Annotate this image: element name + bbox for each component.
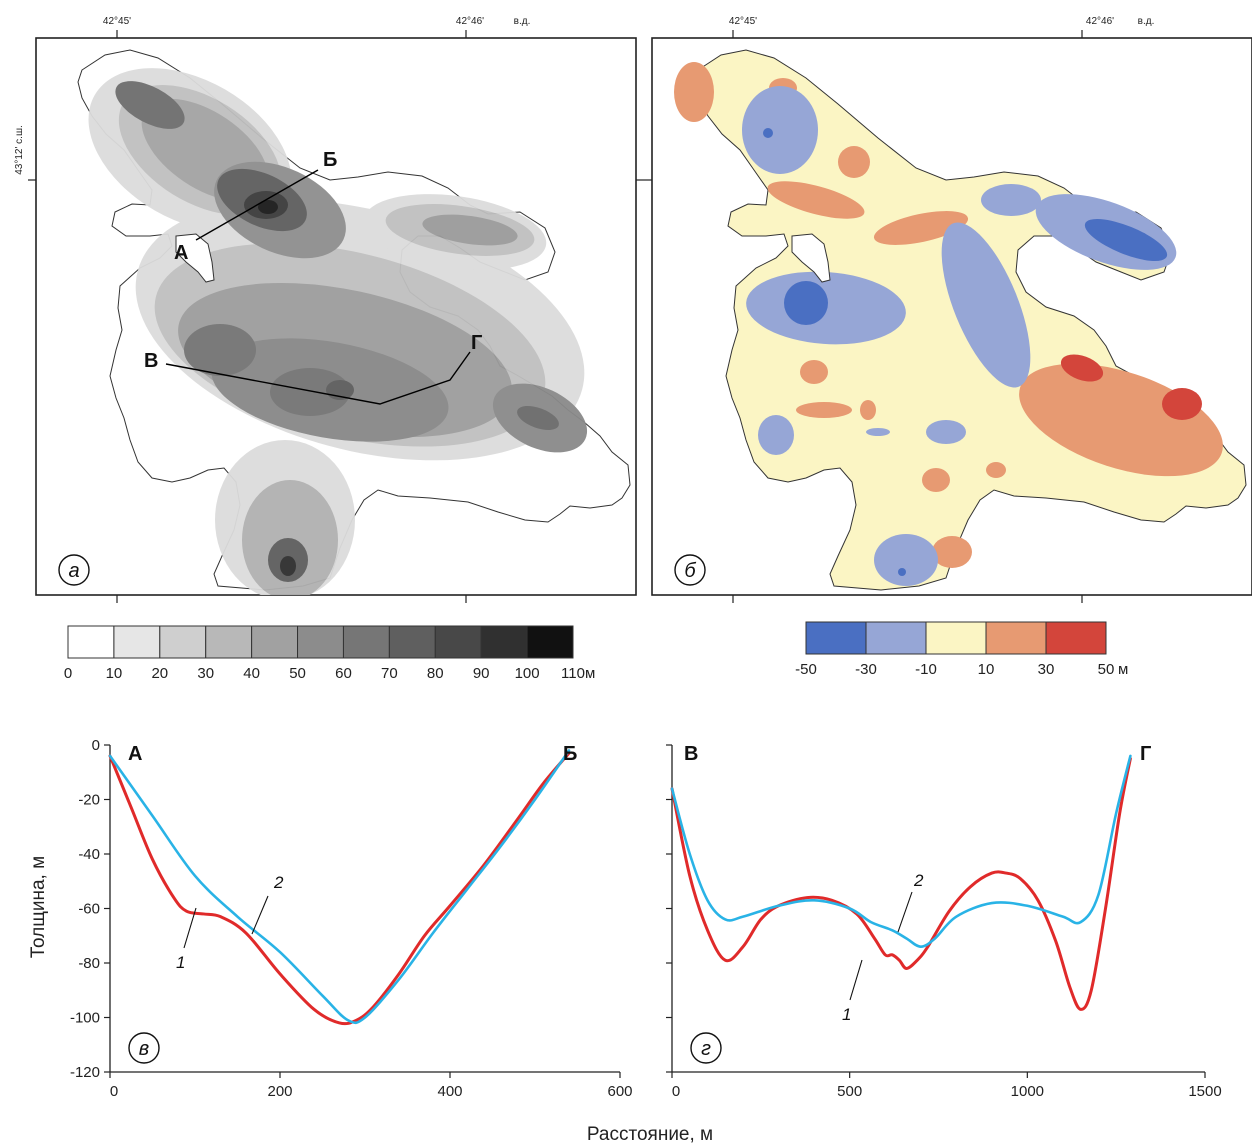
chart-v-panel-letter: в [139, 1038, 149, 1060]
legend-difference-tick-4: 30 [1038, 661, 1055, 678]
legend-thickness-tick-10: 100 [515, 665, 540, 682]
chart-g-curve-label-1: 1 [842, 1005, 851, 1024]
chart-g-curve-label-2: 2 [913, 871, 924, 890]
chart-v-xtick-label-3: 600 [607, 1083, 632, 1100]
legend-thickness-swatch-6 [342, 625, 390, 659]
legend-thickness-tick-6: 60 [335, 665, 352, 682]
chart-v: 0 -20 -40 -60 -80 -100 -120 0 200 400 600 А Бв [70, 737, 633, 1100]
map-b-nunatak [791, 233, 831, 283]
chart-g-panel-badge [690, 1032, 722, 1064]
chart-v-ytick-label-5: -100 [70, 1010, 100, 1027]
chart-g-start-label: В [684, 743, 698, 765]
chart-v-start-label: А [128, 743, 142, 765]
legend-thickness-tick-7: 70 [381, 665, 398, 682]
legend-thickness-tick-1: 10 [106, 665, 123, 682]
chart-v-xtick-label-1: 200 [267, 1083, 292, 1100]
legend-thickness-swatch-10 [526, 625, 574, 659]
chart-v-xtick-label-2: 400 [437, 1083, 462, 1100]
map-b-panel-badge [674, 554, 706, 586]
legend-thickness-swatch-4 [251, 625, 299, 659]
chart-v-series-1-line [108, 751, 571, 1026]
map-b-lon-label-2: 42°46' [1086, 16, 1114, 27]
legend-difference-tick-1: -30 [855, 661, 877, 678]
chart-g-series-1-line [670, 757, 1132, 1011]
map-b-lon-label-1: 42°45' [729, 16, 757, 27]
legend-thickness-unit: м [585, 665, 595, 682]
map-b: 42°45' 42°46' в.д. б [644, 16, 1252, 603]
chart-v-series-2-line [108, 749, 571, 1025]
legend-thickness-swatch-9 [480, 625, 528, 659]
legend-thickness-swatch-2 [159, 625, 207, 659]
chart-v-panel-badge [128, 1032, 160, 1064]
chart-g-end-label: Г [1140, 743, 1151, 765]
map-a-thickness-shading [88, 68, 588, 595]
profile-line-vg [165, 351, 471, 405]
chart-g-panel-letter: г [701, 1038, 711, 1060]
legend-thickness-swatch-7 [388, 625, 436, 659]
legend-thickness-tick-8: 80 [427, 665, 444, 682]
legend-difference-tick-5: 50 [1098, 661, 1115, 678]
legend-thickness-swatch-3 [205, 625, 253, 659]
map-a-nunatak [175, 233, 215, 283]
chart-v-ytick-label-4: -80 [78, 955, 100, 972]
legend-difference-unit: м [1118, 661, 1128, 678]
chart-v-curve-label-2: 2 [273, 873, 284, 892]
chart-g-callouts: 1 2 [842, 871, 924, 1024]
legend-thickness-tick-3: 30 [197, 665, 214, 682]
legend-thickness: 0 10 20 30 40 50 60 70 80 90 100 110 м [64, 625, 595, 682]
map-a: 42°45' 42°46' в.д. 43°12' с.ш. А Б В Г а [14, 16, 644, 603]
legend-thickness-swatch-0 [67, 625, 115, 659]
map-a-panel-letter: а [68, 560, 79, 582]
legend-difference-swatch-1 [865, 621, 927, 655]
chart-g-xtick-label-0: 0 [672, 1083, 680, 1100]
chart-v-callouts: 1 2 [176, 873, 284, 972]
legend-difference-tick-2: -10 [915, 661, 937, 678]
map-b-panel-letter: б [684, 560, 696, 582]
legend-thickness-tick-5: 50 [289, 665, 306, 682]
map-a-lat-label: 43°12' с.ш. [14, 125, 25, 175]
map-a-panel-badge [58, 554, 90, 586]
shared-y-axis-title: Толщина, м [28, 856, 49, 958]
chart-g-xtick-label-3: 1500 [1188, 1083, 1221, 1100]
map-a-lon-suffix: в.д. [514, 16, 531, 27]
legend-difference-swatch-0 [805, 621, 867, 655]
legend-thickness-swatch-8 [434, 625, 482, 659]
map-b-lon-suffix: в.д. [1138, 16, 1155, 27]
point-label-a: А [174, 242, 188, 264]
legend-difference-swatch-2 [925, 621, 987, 655]
chart-v-ytick-label-3: -60 [78, 901, 100, 918]
map-b-difference-patches [674, 62, 1223, 586]
chart-g-xtick-label-1: 500 [837, 1083, 862, 1100]
point-label-g: Г [471, 332, 482, 354]
legend-thickness-swatch-1 [113, 625, 161, 659]
chart-v-xtick-label-0: 0 [110, 1083, 118, 1100]
chart-v-end-label: Б [563, 743, 577, 765]
chart-g-xtick-label-2: 1000 [1011, 1083, 1044, 1100]
chart-g: 0 500 1000 1500 В Гг [666, 743, 1222, 1100]
point-label-v: В [144, 350, 158, 372]
legend-difference: -50 -30 -10 10 30 50 м [795, 621, 1128, 678]
legend-difference-tick-0: -50 [795, 661, 817, 678]
chart-v-ytick-label-2: -40 [78, 846, 100, 863]
legend-thickness-tick-11: 110 [561, 665, 585, 682]
chart-v-ytick-label-0: 0 [92, 737, 100, 754]
legend-thickness-tick-4: 40 [243, 665, 260, 682]
chart-g-series-2-line [670, 754, 1132, 948]
chart-v-ytick-label-1: -20 [78, 792, 100, 809]
chart-v-ytick-label-6: -120 [70, 1064, 100, 1081]
map-a-lon-label-1: 42°45' [103, 16, 131, 27]
legend-thickness-tick-9: 90 [473, 665, 490, 682]
chart-v-curve-label-1: 1 [176, 953, 185, 972]
legend-thickness-tick-0: 0 [64, 665, 72, 682]
legend-difference-swatch-3 [985, 621, 1047, 655]
profile-line-ab [195, 169, 319, 241]
legend-thickness-tick-2: 20 [151, 665, 168, 682]
shared-x-axis-title: Расстояние, м [587, 1124, 713, 1145]
legend-difference-swatch-4 [1045, 621, 1107, 655]
map-a-lon-label-2: 42°46' [456, 16, 484, 27]
point-label-b: Б [323, 149, 337, 171]
legend-difference-tick-3: 10 [978, 661, 995, 678]
legend-thickness-swatch-5 [297, 625, 344, 659]
